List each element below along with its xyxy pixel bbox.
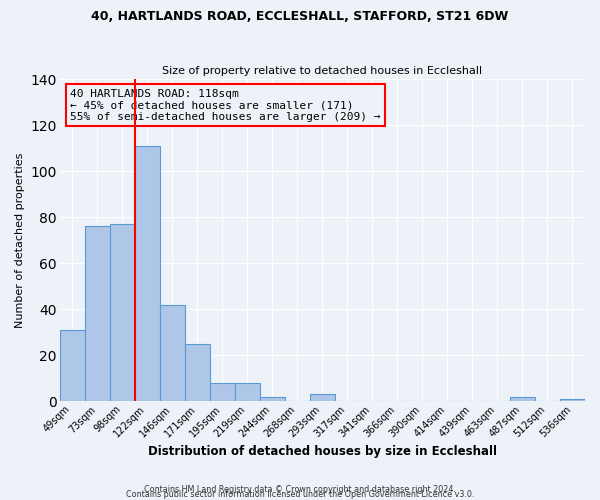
Bar xyxy=(185,344,210,402)
Bar xyxy=(135,146,160,402)
Bar xyxy=(310,394,335,402)
Title: Size of property relative to detached houses in Eccleshall: Size of property relative to detached ho… xyxy=(162,66,482,76)
Bar xyxy=(160,304,185,402)
Text: 40, HARTLANDS ROAD, ECCLESHALL, STAFFORD, ST21 6DW: 40, HARTLANDS ROAD, ECCLESHALL, STAFFORD… xyxy=(91,10,509,23)
Bar xyxy=(110,224,135,402)
X-axis label: Distribution of detached houses by size in Eccleshall: Distribution of detached houses by size … xyxy=(148,444,497,458)
Text: 40 HARTLANDS ROAD: 118sqm
← 45% of detached houses are smaller (171)
55% of semi: 40 HARTLANDS ROAD: 118sqm ← 45% of detac… xyxy=(70,88,381,122)
Bar xyxy=(210,383,235,402)
Y-axis label: Number of detached properties: Number of detached properties xyxy=(15,152,25,328)
Bar xyxy=(510,396,535,402)
Bar xyxy=(560,399,585,402)
Bar xyxy=(85,226,110,402)
Bar xyxy=(260,396,285,402)
Bar xyxy=(60,330,85,402)
Text: Contains public sector information licensed under the Open Government Licence v3: Contains public sector information licen… xyxy=(126,490,474,499)
Text: Contains HM Land Registry data © Crown copyright and database right 2024.: Contains HM Land Registry data © Crown c… xyxy=(144,484,456,494)
Bar xyxy=(235,383,260,402)
